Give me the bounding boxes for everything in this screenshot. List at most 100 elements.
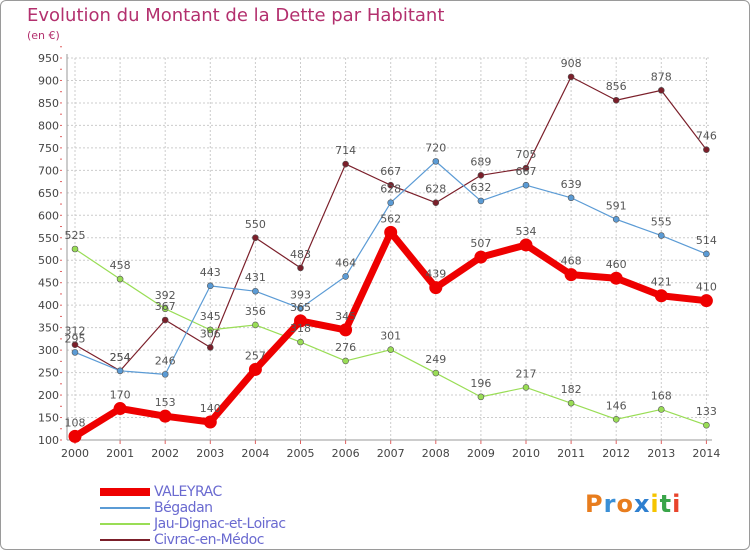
y-tick-label: 650 — [38, 187, 59, 200]
x-tick-label: 2013 — [647, 447, 675, 460]
y-tick-label: 750 — [38, 142, 59, 155]
data-label: 133 — [696, 405, 717, 418]
legend-label: Jau-Dignac-et-Loirac — [154, 516, 286, 532]
y-tick-label: 400 — [38, 299, 59, 312]
x-tick-label: 2007 — [377, 447, 405, 460]
data-label: 458 — [110, 259, 131, 272]
x-tick-label: 2009 — [467, 447, 495, 460]
data-label: 667 — [516, 165, 537, 178]
data-point — [703, 250, 710, 258]
data-label: 345 — [335, 310, 356, 323]
x-tick-label: 2008 — [422, 447, 450, 460]
data-point — [207, 282, 214, 290]
data-point — [432, 369, 440, 377]
data-label: 392 — [155, 289, 176, 302]
data-label: 468 — [561, 255, 582, 268]
legend-swatch — [100, 507, 150, 509]
data-point — [567, 194, 575, 202]
data-point — [567, 399, 575, 407]
data-label: 514 — [696, 234, 717, 247]
data-label: 170 — [110, 389, 131, 402]
data-point — [342, 160, 349, 168]
data-point — [297, 338, 304, 346]
data-point — [429, 281, 443, 295]
grid — [67, 57, 710, 441]
data-label: 720 — [425, 141, 446, 154]
data-point — [161, 371, 169, 378]
data-point — [612, 416, 620, 423]
data-label: 196 — [470, 377, 491, 390]
data-label: 591 — [606, 199, 627, 212]
y-tick-label: 200 — [38, 389, 59, 402]
logo-letter: t — [659, 490, 673, 518]
data-point — [657, 406, 665, 413]
data-label: 217 — [516, 367, 537, 380]
y-tick-label: 950 — [38, 52, 59, 65]
data-point — [522, 164, 530, 172]
data-point — [657, 87, 665, 94]
logo-letter: P — [585, 490, 604, 518]
y-tick-label: 150 — [38, 412, 59, 425]
proxiti-logo: Proxiti — [585, 490, 681, 518]
axes: 100 150 200 250 300 350 400 450 500 550 600 650 700 7… — [38, 46, 720, 460]
data-label: 276 — [335, 341, 356, 354]
data-label: 667 — [380, 165, 401, 178]
data-label: 410 — [696, 281, 717, 294]
logo-letter: r — [603, 490, 617, 518]
data-point — [203, 415, 217, 429]
data-point — [703, 146, 710, 153]
data-label: 689 — [470, 155, 491, 168]
data-label: 639 — [561, 178, 582, 191]
y-tick-label: 450 — [38, 277, 59, 290]
data-point — [297, 305, 304, 312]
data-point — [71, 341, 79, 349]
logo-letter: o — [616, 490, 634, 518]
data-point — [294, 314, 307, 328]
y-tick-label: 500 — [38, 254, 59, 267]
data-label: 746 — [696, 130, 717, 143]
data-label: 705 — [516, 148, 537, 161]
data-label: 439 — [425, 268, 446, 281]
data-point — [432, 199, 440, 207]
data-label: 632 — [470, 181, 491, 194]
data-label: 254 — [110, 351, 131, 364]
data-label: 628 — [380, 183, 401, 196]
data-point — [342, 357, 349, 365]
data-point — [477, 197, 485, 205]
chart-title: Evolution du Montant de la Dette par Hab… — [27, 5, 445, 26]
data-point — [384, 225, 398, 239]
data-label: 182 — [561, 383, 582, 396]
data-point — [297, 264, 304, 272]
data-label: 562 — [380, 212, 401, 225]
data-point — [113, 402, 127, 416]
data-point — [699, 294, 713, 308]
data-label: 249 — [425, 353, 446, 366]
data-label: 534 — [516, 225, 537, 238]
data-label: 555 — [651, 216, 672, 229]
data-label: 431 — [245, 271, 266, 284]
y-tick-label: 100 — [38, 434, 59, 447]
x-tick-label: 2001 — [106, 447, 134, 460]
y-tick-label: 850 — [38, 97, 59, 110]
x-tick-label: 2012 — [602, 447, 630, 460]
data-point — [432, 158, 440, 165]
data-point — [252, 287, 259, 295]
legend-label: Civrac-en-Médoc — [154, 532, 264, 548]
logo-letter: i — [650, 490, 660, 518]
y-tick-label: 300 — [38, 344, 59, 357]
data-label: 367 — [155, 300, 176, 313]
data-label: 108 — [65, 416, 86, 429]
data-point — [567, 73, 575, 81]
data-point — [387, 199, 395, 207]
data-label: 295 — [65, 332, 86, 345]
data-point — [71, 245, 79, 253]
x-tick-label: 2002 — [151, 447, 179, 460]
x-tick-label: 2005 — [287, 447, 315, 460]
data-label: 628 — [425, 183, 446, 196]
data-point — [477, 393, 485, 401]
data-label: 318 — [290, 322, 311, 335]
data-point — [248, 362, 262, 376]
data-point — [252, 321, 259, 329]
legend-swatch — [100, 539, 150, 541]
x-tick-label: 2004 — [241, 447, 269, 460]
